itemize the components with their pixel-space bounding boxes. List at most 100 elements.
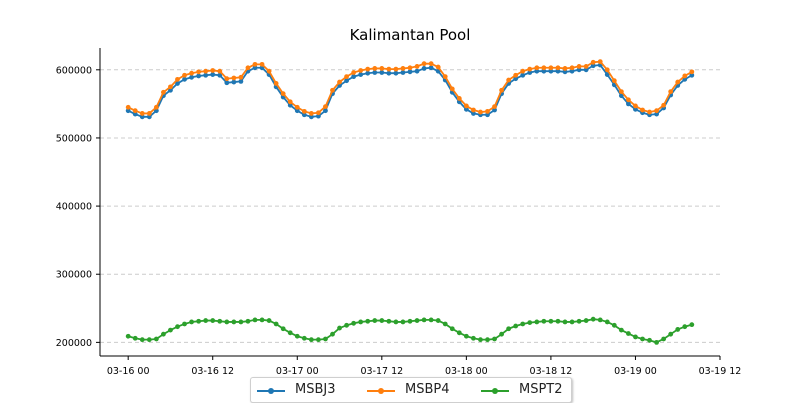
data-point bbox=[414, 318, 420, 323]
data-point bbox=[203, 72, 209, 78]
data-point bbox=[372, 318, 378, 323]
data-point bbox=[379, 318, 385, 323]
data-point bbox=[175, 76, 180, 82]
data-point bbox=[548, 318, 554, 324]
data-point bbox=[527, 320, 533, 326]
data-point bbox=[386, 318, 392, 324]
data-point bbox=[513, 323, 519, 329]
data-point bbox=[139, 337, 145, 343]
data-point bbox=[273, 321, 279, 327]
data-point bbox=[569, 68, 575, 74]
data-point bbox=[633, 334, 638, 340]
data-point bbox=[161, 89, 166, 95]
data-point bbox=[308, 114, 314, 120]
data-point bbox=[492, 107, 497, 113]
data-point bbox=[555, 65, 561, 71]
data-point bbox=[400, 66, 406, 71]
data-point bbox=[203, 318, 209, 323]
data-point bbox=[449, 326, 455, 332]
axes: 200000 300000 400000 500000 600000 03-16 00 03… bbox=[56, 48, 742, 377]
data-point bbox=[182, 72, 187, 78]
data-point bbox=[196, 73, 202, 79]
data-point bbox=[611, 78, 617, 84]
data-point bbox=[252, 65, 258, 71]
data-point bbox=[590, 63, 596, 69]
data-point bbox=[386, 70, 392, 76]
data-point bbox=[259, 317, 265, 323]
data-point bbox=[647, 337, 652, 343]
data-point bbox=[344, 74, 349, 80]
legend-label: MSBJ3 bbox=[295, 382, 336, 397]
data-point bbox=[682, 324, 688, 330]
data-point bbox=[414, 68, 420, 74]
data-point bbox=[513, 72, 519, 78]
data-point bbox=[210, 318, 216, 323]
data-point bbox=[534, 65, 540, 71]
data-point bbox=[555, 318, 561, 324]
data-point bbox=[203, 68, 209, 74]
y-tick-label: 500000 bbox=[56, 133, 92, 144]
data-point bbox=[182, 76, 187, 82]
legend-marker bbox=[492, 388, 498, 394]
x-tick-label: 03-19 12 bbox=[699, 366, 742, 377]
data-point bbox=[294, 333, 300, 339]
data-point bbox=[682, 73, 688, 79]
legend: MSBJ3 MSBP4 MSPT2 bbox=[250, 377, 572, 403]
data-point bbox=[456, 96, 462, 101]
data-point bbox=[287, 330, 293, 336]
data-point bbox=[358, 72, 364, 77]
data-point bbox=[471, 111, 476, 116]
data-point bbox=[146, 337, 152, 343]
data-point bbox=[534, 68, 540, 74]
data-point bbox=[238, 74, 244, 80]
data-point bbox=[618, 93, 624, 99]
data-point bbox=[576, 318, 582, 324]
series-layer bbox=[125, 59, 695, 345]
data-point bbox=[421, 317, 427, 323]
x-tick-label: 03-16 00 bbox=[107, 366, 150, 377]
data-point bbox=[365, 70, 371, 76]
x-tick-label: 03-17 12 bbox=[360, 366, 403, 377]
data-point bbox=[421, 66, 427, 71]
data-point bbox=[266, 318, 272, 323]
legend-label: MSPT2 bbox=[519, 382, 563, 397]
data-point bbox=[238, 78, 244, 84]
data-point bbox=[386, 66, 392, 72]
chart-title: Kalimantan Pool bbox=[350, 26, 471, 44]
data-point bbox=[534, 319, 540, 325]
data-point bbox=[527, 70, 533, 75]
data-point bbox=[400, 319, 406, 325]
data-point bbox=[259, 61, 265, 67]
data-point bbox=[139, 111, 145, 116]
data-point bbox=[506, 77, 512, 83]
x-tick-label: 03-18 12 bbox=[530, 366, 573, 377]
data-point bbox=[583, 318, 589, 323]
data-point bbox=[132, 108, 138, 114]
y-tick-label: 400000 bbox=[56, 202, 92, 213]
data-point bbox=[125, 333, 131, 339]
data-point bbox=[654, 108, 659, 114]
data-point bbox=[576, 67, 582, 73]
data-point bbox=[182, 321, 187, 327]
data-point bbox=[633, 106, 638, 112]
data-point bbox=[301, 108, 307, 114]
data-point bbox=[287, 102, 293, 108]
data-point bbox=[125, 108, 131, 114]
data-point bbox=[273, 81, 279, 86]
data-point bbox=[217, 68, 223, 74]
data-point bbox=[590, 59, 596, 65]
data-point bbox=[407, 69, 413, 75]
data-point bbox=[626, 331, 631, 336]
data-point bbox=[280, 91, 286, 97]
data-point bbox=[337, 79, 342, 85]
data-point bbox=[132, 111, 138, 117]
data-point bbox=[245, 318, 251, 324]
data-point bbox=[344, 322, 349, 328]
data-point bbox=[668, 89, 674, 95]
data-point bbox=[640, 107, 645, 113]
data-point bbox=[372, 66, 378, 71]
data-point bbox=[485, 108, 490, 114]
data-point bbox=[224, 319, 230, 325]
data-point bbox=[421, 61, 427, 67]
